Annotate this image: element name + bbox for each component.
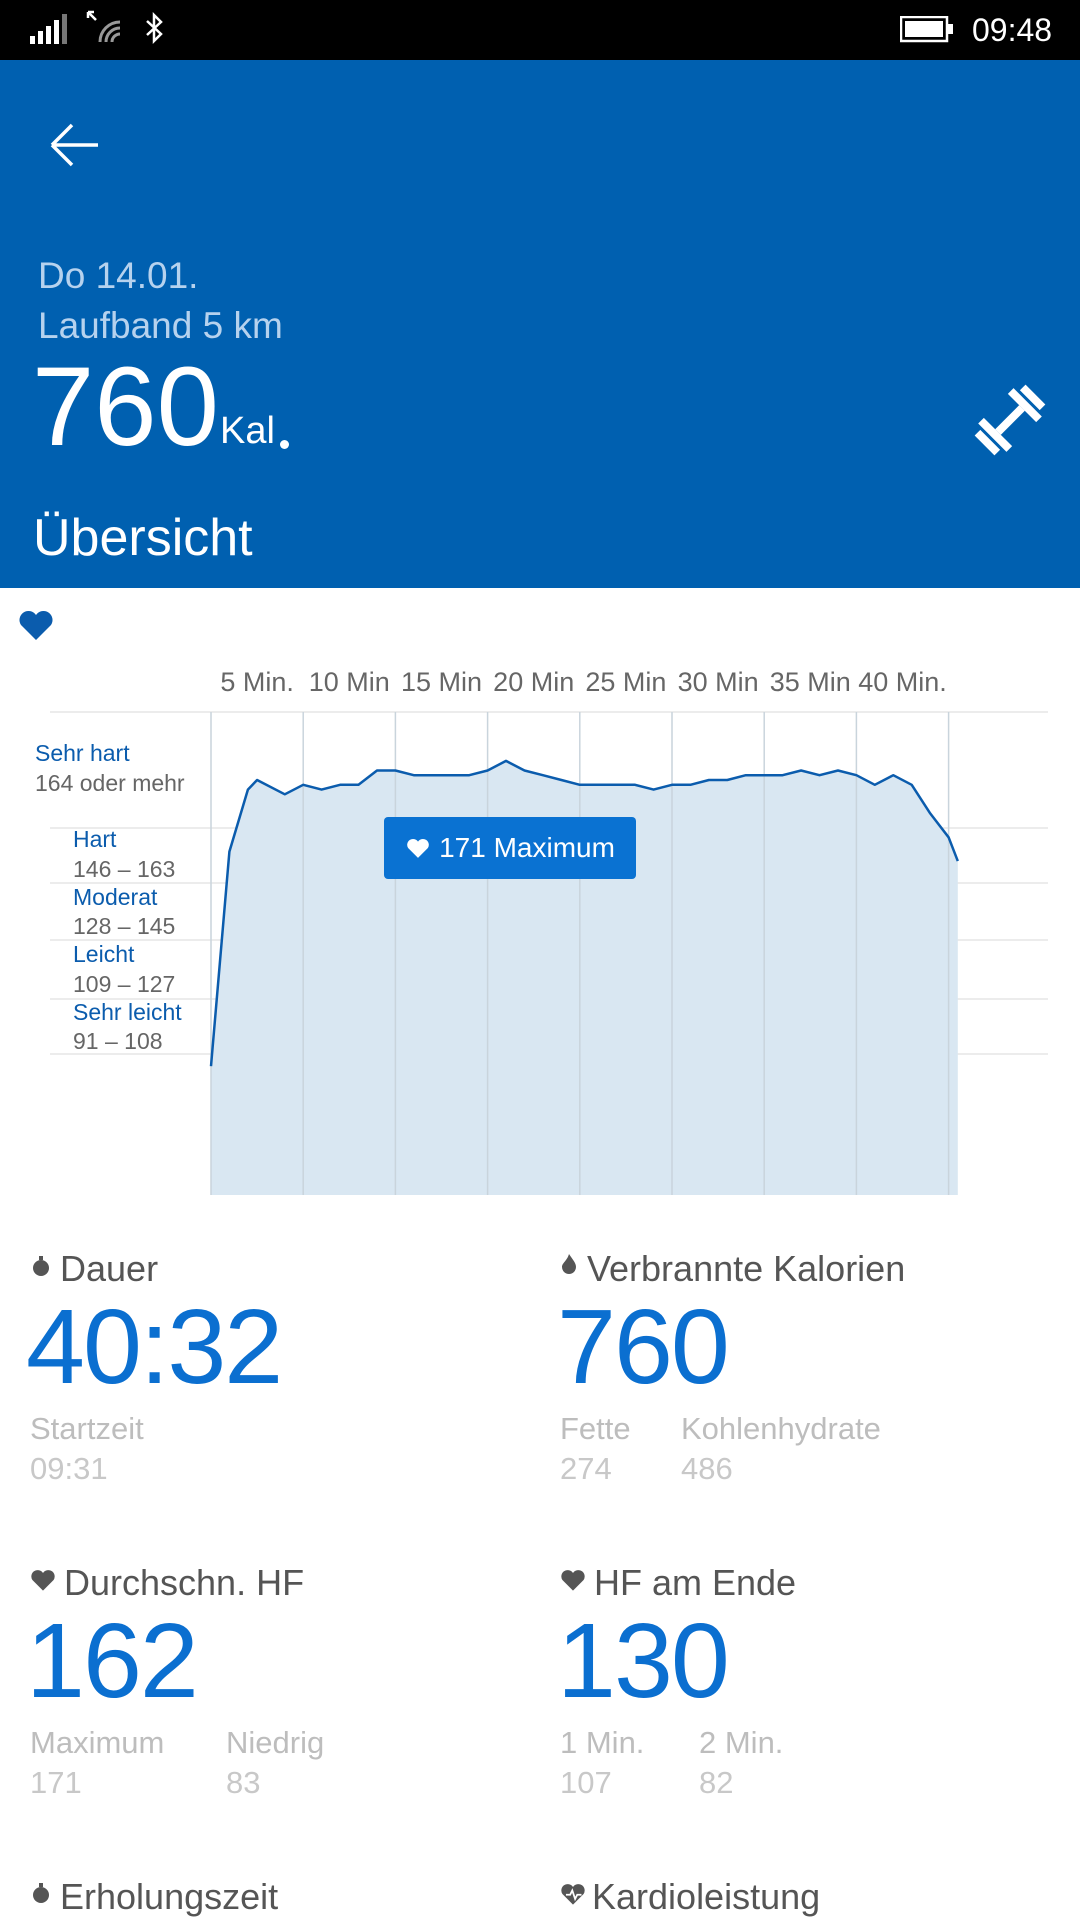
tooltip-text: 171 Maximum (439, 832, 615, 863)
calories-label: Verbrannte Kalorien (587, 1248, 906, 1289)
stopwatch-icon (33, 1256, 49, 1276)
x-tick-label: 35 Min (770, 667, 851, 697)
x-tick-label: 20 Min (493, 667, 574, 697)
signal-icon (30, 14, 67, 44)
avg-hr-value: 162 (26, 1602, 199, 1720)
stopwatch-icon (33, 1883, 49, 1903)
zone-name-light: Leicht (73, 941, 135, 967)
zone-name-very-hard: Sehr hart (35, 740, 130, 766)
recovery-label: Erholungszeit (60, 1876, 279, 1917)
heart-icon (561, 1570, 585, 1591)
avg-hr-label: Durchschn. HF (64, 1562, 305, 1603)
x-tick-label: 5 Min. (220, 667, 294, 697)
one-min-label: 1 Min. (560, 1725, 645, 1760)
two-min-label: 2 Min. (699, 1725, 784, 1760)
zone-range-light: 109 – 127 (73, 971, 176, 997)
zone-name-moderate: Moderat (73, 884, 158, 910)
x-tick-label: 15 Min (401, 667, 482, 697)
heart-icon (19, 610, 53, 640)
bluetooth-icon (146, 12, 163, 44)
carbs-label: Kohlenhydrate (681, 1411, 881, 1446)
cardio-heart-icon (561, 1884, 585, 1905)
max-hr-label: Maximum (30, 1725, 165, 1760)
calories-value: 760 (557, 1288, 730, 1406)
fat-value: 274 (560, 1451, 612, 1486)
max-hr-tooltip[interactable]: 171 Maximum (384, 817, 636, 879)
flame-icon (562, 1254, 576, 1274)
zone-range-very-light: 91 – 108 (73, 1028, 163, 1054)
zone-name-hard: Hart (73, 826, 117, 852)
zone-range-hard: 146 – 163 (73, 856, 176, 882)
back-arrow-icon[interactable] (40, 110, 110, 180)
fat-label: Fette (560, 1411, 631, 1446)
carbs-value: 486 (681, 1451, 733, 1486)
battery-icon (900, 16, 953, 43)
low-hr-value: 83 (226, 1765, 261, 1800)
end-hr-label: HF am Ende (594, 1562, 797, 1603)
heart-rate-plot: 5 Min. 10 Min 15 Min 20 Min 25 Min 30 Min 35 M… (50, 667, 1048, 1195)
tab-overview[interactable]: Übersicht (33, 509, 253, 567)
heart-outline-icon (407, 838, 429, 858)
x-tick-label: 10 Min (309, 667, 390, 697)
header-calories-unit: Kal (220, 410, 275, 452)
x-tick-label: 40 Min. (858, 667, 947, 697)
heart-rate-chart: 5 Min. 10 Min 15 Min 20 Min 25 Min 30 Min 35 M… (0, 588, 1080, 1208)
workout-name: Laufband 5 km (38, 305, 283, 346)
start-time-label: Startzeit (30, 1411, 144, 1446)
duration-label: Dauer (60, 1248, 159, 1289)
end-hr-value: 130 (557, 1602, 730, 1720)
heart-icon (31, 1570, 55, 1591)
workout-date: Do 14.01. (38, 255, 199, 296)
header-calories-value: 760 (32, 344, 219, 469)
cardio-label: Kardioleistung (592, 1876, 821, 1917)
low-hr-label: Niedrig (226, 1725, 325, 1760)
max-hr-value: 171 (30, 1765, 82, 1800)
zone-range-very-hard: 164 oder mehr (35, 770, 185, 796)
x-tick-label: 30 Min (678, 667, 759, 697)
hr-line (209, 759, 959, 1067)
one-min-value: 107 (560, 1765, 612, 1800)
status-bar: 09:48 (0, 0, 1080, 60)
workout-header: Do 14.01. Laufband 5 km 760 Kal Übersich… (0, 60, 1080, 588)
dumbbell-icon (974, 384, 1046, 456)
two-min-value: 82 (699, 1765, 734, 1800)
duration-value: 40:32 (26, 1288, 283, 1406)
status-time: 09:48 (972, 12, 1053, 48)
zone-name-very-light: Sehr leicht (73, 999, 182, 1025)
start-time-value: 09:31 (30, 1451, 108, 1486)
wifi-icon (86, 10, 121, 43)
unit-dot (280, 440, 289, 449)
x-tick-label: 25 Min (585, 667, 666, 697)
zone-range-moderate: 128 – 145 (73, 913, 176, 939)
